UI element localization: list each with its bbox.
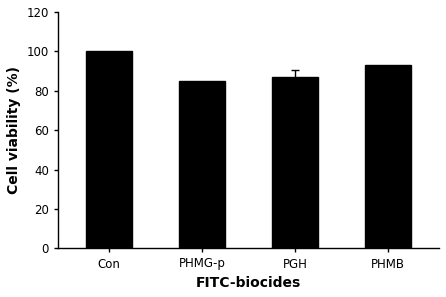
Bar [365, 65, 411, 249]
X-axis label: FITC-biocides: FITC-biocides [196, 276, 301, 290]
Bar [86, 51, 132, 249]
Bar [179, 81, 225, 249]
Bar [272, 77, 318, 249]
Y-axis label: Cell viability (%): Cell viability (%) [7, 66, 21, 194]
